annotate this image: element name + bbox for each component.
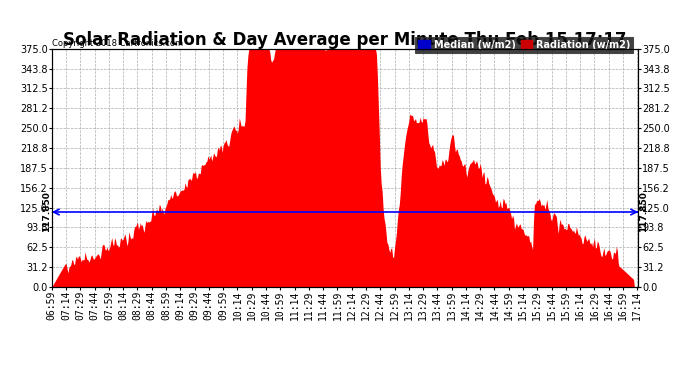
Text: 117.850: 117.850 [640,192,649,232]
Legend: Median (w/m2), Radiation (w/m2): Median (w/m2), Radiation (w/m2) [415,37,633,53]
Text: 117.850: 117.850 [41,192,50,232]
Title: Solar Radiation & Day Average per Minute Thu Feb 15 17:17: Solar Radiation & Day Average per Minute… [63,31,627,49]
Text: Copyright 2018 Cartronics.com: Copyright 2018 Cartronics.com [52,39,184,48]
